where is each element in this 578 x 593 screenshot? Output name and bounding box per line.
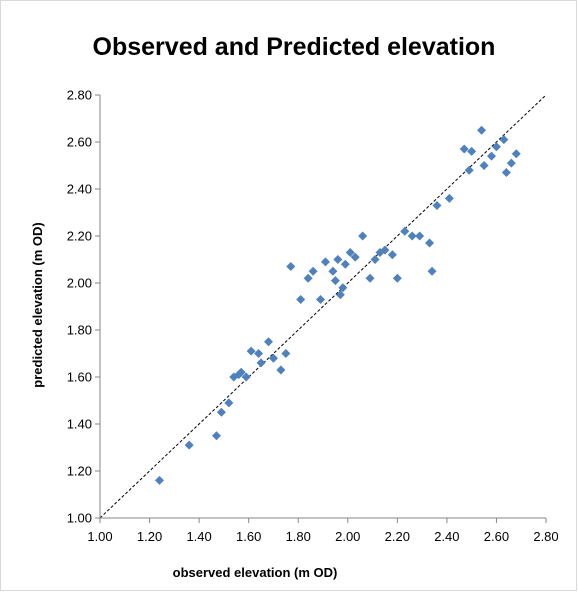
data-point-marker (328, 266, 338, 276)
data-point-marker (400, 226, 410, 236)
data-point-marker (303, 273, 313, 283)
data-point-marker (370, 255, 380, 264)
y-axis-title: predicted elevation (m OD) (30, 222, 45, 387)
data-point-marker (427, 266, 437, 276)
x-tick-label: 1.80 (286, 529, 311, 544)
data-point-marker (425, 238, 435, 248)
data-point-marker (479, 161, 489, 170)
x-tick-label: 1.20 (137, 529, 162, 544)
x-tick-label: 2.80 (533, 529, 558, 544)
data-point-marker (254, 349, 264, 358)
x-tick-label: 1.00 (87, 529, 112, 544)
data-point-marker (415, 231, 425, 241)
data-point-marker (320, 257, 330, 267)
data-point-marker (330, 276, 340, 286)
data-point-marker (335, 290, 345, 300)
data-point-marker (263, 337, 273, 347)
x-tick-label: 2.00 (335, 529, 360, 544)
x-tick-label: 1.60 (236, 529, 261, 544)
y-tick-label: 2.40 (67, 182, 92, 197)
one-to-one-reference-line (99, 94, 547, 519)
data-point-marker (154, 475, 164, 485)
data-point-marker (268, 353, 278, 363)
data-point-marker (241, 372, 251, 382)
x-axis-ticks: 1.00 1.20 1.40 1.60 1.80 2.00 2.20 2.40 2.60 2.80 (87, 518, 559, 544)
data-point-marker (316, 294, 326, 304)
data-point-marker (491, 142, 501, 152)
y-tick-label: 1.20 (67, 464, 92, 479)
data-point-marker (216, 407, 226, 417)
y-tick-label: 1.40 (67, 417, 92, 432)
data-point-marker (276, 365, 286, 375)
x-tick-label: 2.20 (385, 529, 410, 544)
data-point-marker (486, 151, 496, 161)
y-axis-ticks: 1.00 1.20 1.40 1.60 1.80 2.00 2.20 2.40 2.60 2.80 (67, 88, 100, 526)
chart-title: Observed and Predicted elevation (93, 33, 496, 61)
x-tick-label: 2.60 (484, 529, 509, 544)
data-point-marker (296, 294, 306, 304)
data-point-marker (224, 398, 234, 408)
data-point-marker (467, 146, 477, 156)
data-point-marker (444, 193, 454, 203)
data-point-marker (350, 252, 360, 262)
data-point-marker (358, 231, 368, 241)
data-point-marker (499, 135, 509, 145)
data-point-marker (407, 231, 417, 241)
data-point-marker (236, 367, 246, 377)
data-point-marker (308, 266, 318, 276)
data-point-marker (392, 273, 402, 283)
data-point-marker (501, 168, 511, 178)
data-point-marker (365, 273, 375, 283)
data-point-marker (387, 250, 397, 260)
data-point-marker (345, 247, 355, 257)
data-point-marker (340, 259, 350, 269)
y-tick-label: 2.20 (67, 229, 92, 244)
data-point-marker (432, 200, 442, 210)
data-point-marker (246, 346, 256, 356)
y-tick-label: 1.80 (67, 323, 92, 338)
x-axis-title: observed elevation (m OD) (173, 565, 338, 580)
y-tick-label: 1.00 (67, 511, 92, 526)
data-point-marker (464, 165, 474, 175)
data-point-marker (281, 349, 291, 358)
data-point-marker (184, 440, 194, 450)
x-tick-label: 1.40 (186, 529, 211, 544)
y-tick-label: 2.00 (67, 276, 92, 291)
data-point-marker (211, 431, 221, 441)
data-point-marker (338, 283, 348, 293)
data-point-marker (256, 358, 266, 368)
data-point-marker (506, 158, 516, 168)
data-points (154, 125, 521, 485)
data-point-marker (333, 255, 343, 264)
data-point-marker (459, 144, 469, 154)
data-point-marker (511, 149, 521, 159)
y-tick-label: 2.60 (67, 135, 92, 150)
data-point-marker (286, 262, 296, 272)
data-point-marker (477, 125, 487, 135)
x-tick-label: 2.40 (434, 529, 459, 544)
y-tick-label: 2.80 (67, 88, 92, 103)
data-point-marker (380, 245, 390, 255)
y-tick-label: 1.60 (67, 370, 92, 385)
